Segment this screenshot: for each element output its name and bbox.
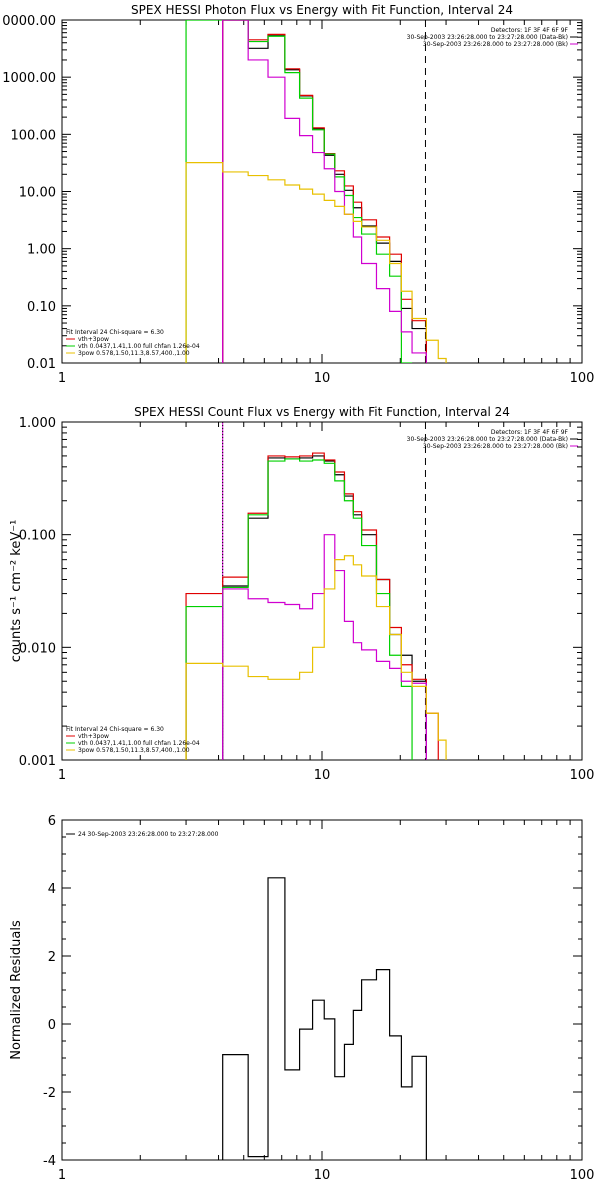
x-tick-label: 100 (570, 1168, 595, 1183)
data-area (222, 877, 427, 1160)
info-text-right: 30-Sep-2003 23:26:28.000 to 23:27:28.000… (423, 41, 568, 48)
chart-panel-1: SPEX HESSI Photon Flux vs Energy with Fi… (2, 3, 594, 386)
chart-title: SPEX HESSI Count Flux vs Energy with Fit… (134, 405, 510, 419)
x-tick-label: 100 (570, 371, 595, 386)
y-tick-label: 0.001 (19, 754, 56, 769)
chart-title: SPEX HESSI Photon Flux vs Energy with Fi… (131, 3, 513, 17)
data-area (185, 422, 447, 760)
x-tick-label: 1 (58, 768, 66, 783)
y-tick-label: -4 (43, 1154, 56, 1169)
info-text-left: vth+3pow (78, 336, 109, 343)
chart-panel-2: SPEX HESSI Count Flux vs Energy with Fit… (9, 405, 594, 783)
y-tick-label: 4 (48, 882, 56, 897)
info-text-left: 3pow 0.578,1.50,11.3,8.57,400.,1.00 (78, 747, 190, 754)
data-area (185, 20, 447, 363)
y-tick-label: 6 (48, 814, 56, 829)
info-text-right: 30-Sep-2003 23:26:28.000 to 23:27:28.000… (407, 436, 568, 443)
x-tick-label: 10 (314, 768, 331, 783)
info-text-left: Fit Interval 24 Chi-square = 6.30 (66, 726, 164, 733)
y-axis-label: Normalized Residuals (9, 920, 24, 1060)
series-orange-histogram (185, 162, 447, 363)
y-tick-label: 1.000 (19, 416, 56, 431)
plot-frame (61, 19, 583, 364)
y-tick-label: 0000.00 (2, 14, 56, 29)
series-green-histogram (185, 458, 413, 760)
x-tick-label: 10 (314, 1168, 331, 1183)
series-magenta-histogram (222, 20, 427, 363)
info-text-left: 3pow 0.578,1.50,11.3,8.57,400.,1.00 (78, 350, 190, 357)
series-orange-histogram (185, 555, 447, 760)
y-tick-label: 1.00 (27, 243, 56, 258)
y-tick-label: 0.010 (19, 641, 56, 656)
y-tick-label: 0 (48, 1018, 56, 1033)
chart-panel-3: 1 10 100 -4 -2 0 2 4 6 Normalized Residuals 24 30-… (9, 814, 594, 1183)
y-tick-label: -2 (43, 1086, 56, 1101)
x-tick-label: 1 (58, 1168, 66, 1183)
x-tick-label: 100 (570, 768, 595, 783)
y-tick-label: 0.100 (19, 529, 56, 544)
series-green-histogram (185, 20, 413, 363)
plot-frame (61, 819, 583, 1161)
x-tick-label: 10 (314, 371, 331, 386)
info-text-right: Detectors: 1F 3F 4F 6F 9F (491, 429, 569, 436)
y-axis-label: counts s⁻¹ cm⁻² keV⁻¹ (9, 520, 24, 663)
plot-frame (61, 421, 583, 761)
info-text-right: 30-Sep-2003 23:26:28.000 to 23:27:28.000… (407, 34, 568, 41)
y-tick-label: 0.10 (27, 300, 56, 315)
y-tick-label: 100.00 (11, 128, 57, 143)
series-red-histogram (185, 452, 439, 760)
y-tick-label: 0.01 (27, 357, 56, 372)
info-text-left: vth 0.0437,1.41,1.00 full chfan 1.26e-04 (78, 343, 200, 350)
y-tick-label: 2 (48, 950, 56, 965)
x-tick-label: 1 (58, 371, 66, 386)
info-text-left: vth+3pow (78, 733, 109, 740)
info-text-left: vth 0.0437,1.41,1.00 full chfan 1.26e-04 (78, 740, 200, 747)
y-tick-label: 1000.00 (2, 71, 56, 86)
info-text-right: Detectors: 1F 3F 4F 6F 9F (491, 27, 569, 34)
info-text-left: 24 30-Sep-2003 23:26:28.000 to 23:27:28.… (78, 831, 219, 838)
info-text-left: Fit Interval 24 Chi-square = 6.30 (66, 329, 164, 336)
series-magenta-histogram (222, 534, 427, 760)
series-black-histogram (222, 877, 427, 1160)
series-red-histogram (222, 20, 427, 363)
y-tick-label: 10.00 (19, 186, 56, 201)
info-text-right: 30-Sep-2003 23:26:28.000 to 23:27:28.000… (423, 443, 568, 450)
